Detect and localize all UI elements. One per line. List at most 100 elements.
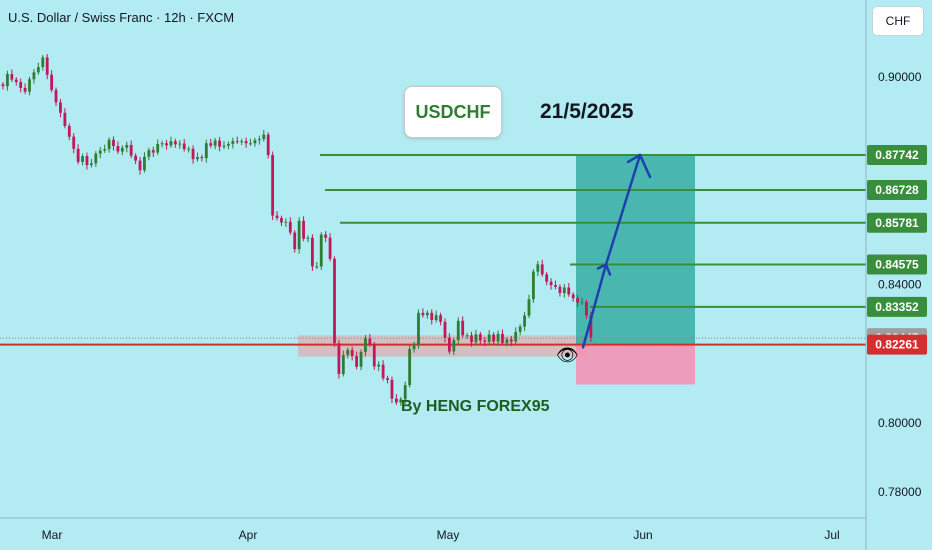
candle-body (554, 285, 557, 287)
candle-body (452, 340, 456, 352)
candle-body (536, 264, 540, 272)
candle-body (138, 160, 142, 171)
candle-body (160, 143, 164, 145)
y-tick-label: 0.90000 (878, 70, 922, 84)
candle-body (23, 87, 27, 92)
target-price-badge-bg (867, 254, 927, 275)
candle-body (324, 234, 328, 238)
target-price-badge: 0.84575 (875, 258, 919, 272)
candle-body (527, 299, 531, 316)
candle-body (540, 264, 544, 275)
candle-body (470, 335, 473, 343)
candle-body (558, 286, 562, 294)
candle-body (355, 356, 358, 367)
candle-body (567, 287, 571, 295)
candle-body (297, 220, 301, 250)
candle-body (32, 72, 36, 80)
candle-body (461, 320, 465, 336)
target-price-badge: 0.86728 (875, 183, 919, 197)
candle-body (235, 141, 239, 143)
candle-body (394, 398, 398, 403)
date-annotation: 21/5/2025 (540, 100, 634, 123)
x-tick-label: Jul (824, 528, 839, 542)
candle-body (76, 148, 80, 162)
candle-body (514, 331, 518, 342)
candle-body (386, 378, 389, 380)
entry-price-badge-bg (867, 334, 927, 355)
candle-body (85, 156, 89, 166)
candle-body (505, 339, 509, 343)
candle-body (562, 287, 566, 294)
target-price-badge-bg (867, 296, 927, 317)
candle-body (288, 221, 292, 233)
candle-body (381, 364, 385, 379)
candle-body (425, 312, 429, 316)
candle-body (474, 334, 478, 343)
candle-body (67, 125, 71, 137)
candle-body (421, 312, 425, 316)
candle-body (518, 326, 522, 332)
candle-body (41, 57, 45, 68)
candle-body (434, 315, 438, 321)
target-price-badge: 0.83352 (875, 300, 919, 314)
candle-body (249, 143, 252, 145)
candle-body (200, 157, 204, 159)
candle-body (240, 141, 244, 143)
candle-body (147, 150, 151, 157)
candle-body (94, 153, 98, 164)
y-tick-label: 0.84000 (878, 277, 922, 291)
x-tick-label: May (437, 528, 460, 542)
candle-body (28, 79, 31, 92)
candle-body (253, 140, 257, 144)
candle-body (571, 294, 575, 299)
candle-body (293, 232, 297, 250)
candle-body (448, 337, 451, 352)
x-tick-label: Mar (42, 528, 63, 542)
candle-body (227, 143, 230, 146)
candle-body (54, 89, 58, 103)
candle-body (231, 141, 235, 144)
candle-body (6, 74, 9, 87)
candle-body (532, 271, 535, 300)
candle-body (169, 141, 173, 146)
loss-zone (576, 344, 695, 385)
candle-body (372, 344, 376, 367)
candle-body (182, 143, 186, 150)
candle-body (337, 343, 341, 375)
candle-body (319, 234, 323, 267)
candle-body (341, 355, 345, 375)
candle-body (120, 147, 124, 152)
candle-body (328, 237, 332, 259)
candle-body (14, 79, 18, 83)
candle-body (204, 143, 208, 159)
candle-body (196, 157, 199, 160)
candle-body (63, 112, 67, 126)
candle-body (377, 364, 381, 367)
candle-body (412, 344, 416, 350)
candle-body (403, 385, 407, 400)
candle-body (306, 237, 310, 239)
candle-body (359, 351, 363, 367)
projection-arrow-segment (581, 263, 608, 349)
currency-button[interactable]: CHF (872, 6, 924, 36)
candle-body (116, 146, 120, 152)
candle-body (408, 349, 412, 386)
candle-body (103, 149, 107, 151)
eye-icon: 👁 (556, 345, 579, 365)
candle-body (10, 74, 14, 80)
candle-body (59, 102, 62, 113)
projection-arrow-head (626, 153, 652, 179)
candle-body (112, 139, 115, 147)
candle-body (257, 139, 261, 141)
target-price-badge-bg (867, 180, 927, 201)
candle-body (350, 349, 354, 357)
profit-zone (576, 154, 695, 345)
candle-body (456, 320, 460, 341)
target-price-badge-bg (867, 212, 927, 233)
candle-body (129, 144, 133, 156)
candle-body (151, 150, 155, 153)
candle-body (143, 156, 146, 171)
candle-body (589, 315, 593, 338)
